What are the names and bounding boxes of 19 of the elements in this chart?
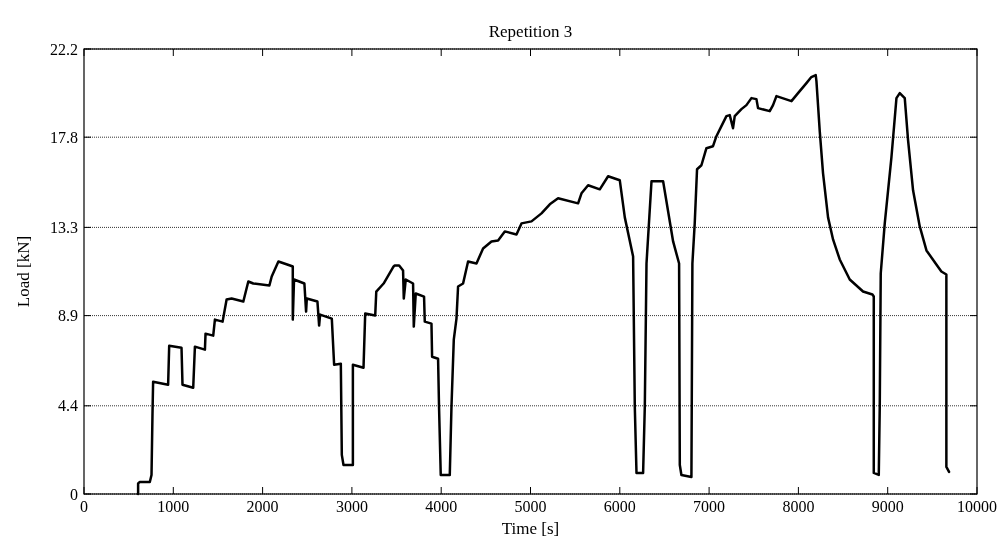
chart-title: Repetition 3 xyxy=(488,22,573,41)
x-tick-label: 1000 xyxy=(157,498,190,515)
x-tick-label: 9000 xyxy=(871,498,904,515)
x-axis-title: Time [s] xyxy=(501,519,560,538)
x-tick-label: 10000 xyxy=(957,498,997,515)
x-tick-label: 7000 xyxy=(693,498,726,515)
x-tick-label: 6000 xyxy=(603,498,636,515)
y-tick-label: 22.2 xyxy=(50,40,78,58)
x-tick-label: 4000 xyxy=(425,498,458,515)
y-axis-title: Load [kN] xyxy=(14,235,33,308)
x-tick-label: 2000 xyxy=(246,498,279,515)
y-tick-label: 13.3 xyxy=(50,219,78,236)
y-tick-label: 17.8 xyxy=(50,128,78,146)
x-tick-label: 3000 xyxy=(335,498,368,515)
y-tick-label: 8.9 xyxy=(58,307,78,325)
x-tick-label: 5000 xyxy=(514,498,547,515)
y-tick-label: 0 xyxy=(70,485,78,503)
x-tick-label: 8000 xyxy=(782,498,815,515)
y-tick-label: 4.4 xyxy=(58,397,78,415)
